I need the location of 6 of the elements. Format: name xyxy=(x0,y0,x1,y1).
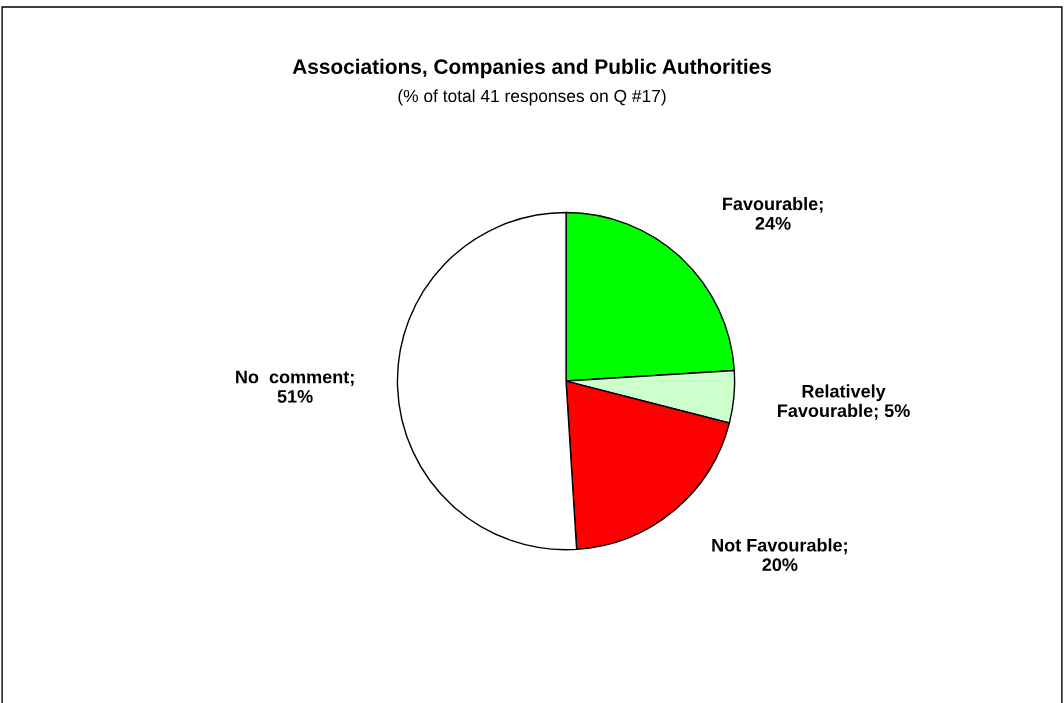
slice-label: Relatively Favourable; 5% xyxy=(778,384,910,420)
slice-label: Not Favourable; 20% xyxy=(712,538,847,572)
slice-label: No comment; 51% xyxy=(236,370,354,403)
slice-label: Favourable; 24% xyxy=(723,196,823,230)
chart-subtitle: (% of total 41 responses on Q #17) xyxy=(398,89,666,106)
chart-title: Associations, Companies and Public Authorities xyxy=(292,58,771,79)
